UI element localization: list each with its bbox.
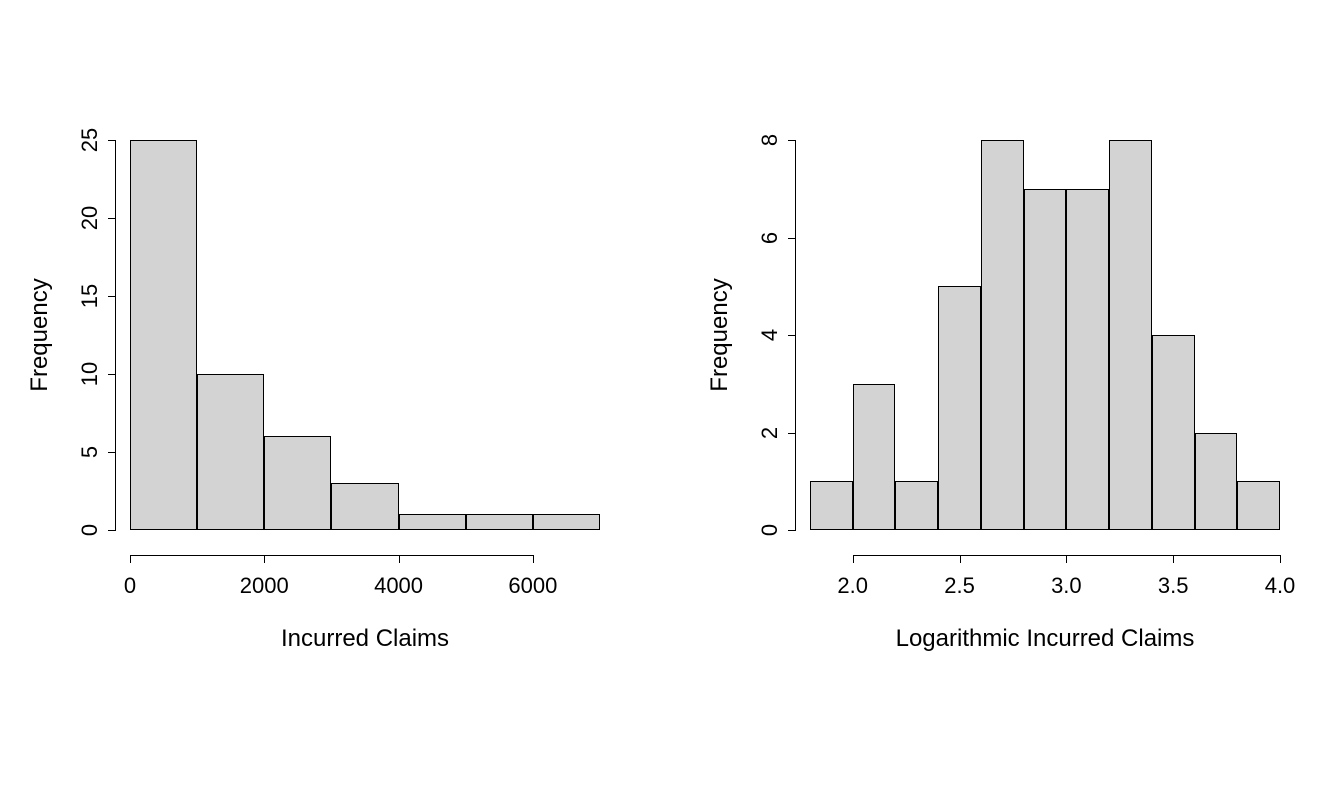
right-histogram-y-tick: [788, 238, 796, 239]
right-histogram-y-tick-label: 2: [757, 426, 783, 438]
right-histogram-bar: [895, 481, 938, 530]
right-histogram-plot-area: [810, 140, 1280, 530]
right-histogram-bar: [1152, 335, 1195, 530]
right-histogram-x-tick: [1173, 555, 1174, 563]
right-histogram-bar: [981, 140, 1024, 530]
right-histogram-y-tick-label: 0: [757, 524, 783, 536]
right-histogram-y-title: Frequency: [706, 278, 734, 391]
right-histogram-y-tick: [788, 140, 796, 141]
right-histogram-y-tick: [788, 335, 796, 336]
right-histogram-x-tick: [960, 555, 961, 563]
right-histogram-x-tick-label: 4.0: [1265, 573, 1296, 599]
right-histogram-y-tick: [788, 530, 796, 531]
right-histogram-y-tick: [788, 433, 796, 434]
right-histogram-bar: [1237, 481, 1280, 530]
right-histogram-bar: [1066, 189, 1109, 530]
right-histogram-bar: [1109, 140, 1152, 530]
right-histogram-x-tick-label: 3.5: [1158, 573, 1189, 599]
right-histogram-x-tick: [1280, 555, 1281, 563]
right-histogram-bar: [938, 286, 981, 530]
right-histogram-x-tick-label: 2.0: [837, 573, 868, 599]
right-histogram-x-title: Logarithmic Incurred Claims: [896, 625, 1195, 653]
right-histogram-y-tick-label: 4: [757, 329, 783, 341]
right-histogram-x-tick: [853, 555, 854, 563]
right-histogram: 2.0 2.5 3.0 3.5 4.0 Logarithmic Incurred Clai…: [0, 0, 1344, 806]
figure: 0200040006000Incurred Claims0510152025Fr…: [0, 0, 1344, 806]
right-histogram-x-tick-label: 2.5: [944, 573, 975, 599]
right-histogram-y-tick-label: 8: [757, 134, 783, 146]
right-histogram-bar: [1195, 433, 1238, 531]
right-histogram-x-tick-label: 3.0: [1051, 573, 1082, 599]
right-histogram-bar: [1024, 189, 1067, 530]
right-histogram-y-tick-label: 6: [757, 231, 783, 243]
right-histogram-bar: [853, 384, 896, 530]
right-histogram-bar: [810, 481, 853, 530]
right-histogram-x-tick: [1066, 555, 1067, 563]
